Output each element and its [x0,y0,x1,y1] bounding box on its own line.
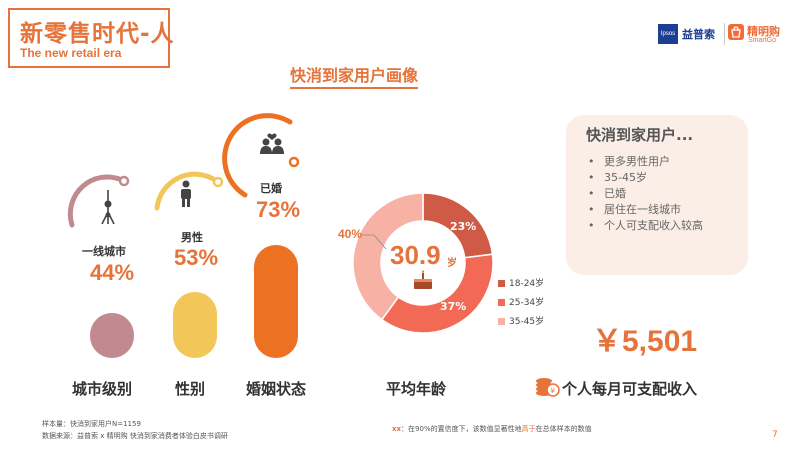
man-icon [181,180,191,207]
marital-arc-dot [288,156,300,168]
summary-item: • 更多男性用户 [588,155,670,168]
monthly-income-value: ￥5,501 [592,325,698,358]
donut-slice-35-45 [352,192,424,321]
footer-note-highlight: 高于 [521,425,536,433]
footer-sample-size: 样本量：快消到家用户N=1159 [42,420,141,428]
monthly-income-label: 个人每月可支配收入 [562,380,698,398]
smartgo-logo-icon [728,24,744,40]
category-label-gender: 性别 [175,380,206,398]
coins-icon: ¥ [536,378,560,397]
section-subtitle: 快消到家用户画像 [290,62,419,89]
footer-note-prefix: xx [392,425,402,433]
tv-tower-icon [101,190,115,224]
bar-marital [254,245,298,358]
city-arc-dot [118,175,130,187]
gender-arc [154,171,218,211]
donut-leader-line [362,234,387,250]
summary-item: • 已婚 [588,187,626,200]
gender-arc-dot [212,176,224,188]
title-frame [8,8,170,68]
smartgo-logo-text: 精明购 [747,25,780,38]
footer-data-source: 数据来源：益普索 x 精明购 快消到家消费者体验白皮书调研 [42,432,228,440]
smartgo-logo-text-en: SmartGo [748,37,777,44]
legend-swatch-25-34 [498,299,505,306]
donut-label-25-34: 37% [440,300,467,313]
summary-panel-title: 快消到家用户... [586,126,694,144]
summary-item: • 35-45岁 [588,171,647,184]
average-age-unit: 岁 [447,258,457,269]
bar-value-city: 44% [90,260,135,285]
ipsos-logo: Ipsos [658,24,678,44]
page-title: 新零售时代-人 [20,21,175,47]
bar-city [90,313,134,358]
summary-panel [566,115,748,275]
category-label-marital: 婚姻状态 [246,380,307,398]
donut-label-18-24: 23% [450,220,477,233]
bar-value-gender: 53% [174,245,219,270]
legend-text-18-24: 18-24岁 [509,279,545,289]
bar-label-marital: 已婚 [260,182,282,195]
couple-icon [260,133,284,154]
age-donut-chart [352,192,494,334]
footer-note-text-b: 在总体样本的数值 [535,425,592,433]
summary-item: • 居住在一线城市 [588,203,681,216]
category-label-city: 城市级别 [72,380,133,398]
bar-label-city: 一线城市 [82,245,126,258]
birthday-cake-icon [414,270,432,289]
bar-label-gender: 男性 [181,231,203,244]
legend-swatch-18-24 [498,280,505,287]
bar-chart-decorations [67,113,300,228]
page-title-english: The new retail era [20,46,122,60]
legend-35-45: 35-45岁 [498,314,544,327]
donut-title: 平均年龄 [386,380,447,398]
city-arc [67,174,125,228]
legend-18-24: 18-24岁 [498,276,544,289]
legend-text-25-34: 25-34岁 [509,298,545,308]
legend-25-34: 25-34岁 [498,295,544,308]
donut-slice-25-34 [380,253,494,334]
legend-swatch-35-45 [498,318,505,325]
legend-text-35-45: 35-45岁 [509,317,545,327]
footer-note: xx：在90%的置信度下，该数值显著性地高于在总体样本的数值 [392,424,592,434]
footer-note-text-a: ：在90%的置信度下，该数值显著性地 [401,425,522,433]
donut-label-35-45: 40% [338,227,363,241]
bar-value-marital: 73% [256,197,301,222]
average-age-value: 30.9 [390,240,441,270]
ipsos-logo-text: 益普索 [682,28,715,41]
page-number: 7 [772,430,778,440]
marital-arc [222,113,293,198]
logo-divider [724,23,725,45]
svg-text:¥: ¥ [551,387,556,395]
summary-item: • 个人可支配收入较高 [588,219,703,232]
bar-gender [173,292,217,358]
